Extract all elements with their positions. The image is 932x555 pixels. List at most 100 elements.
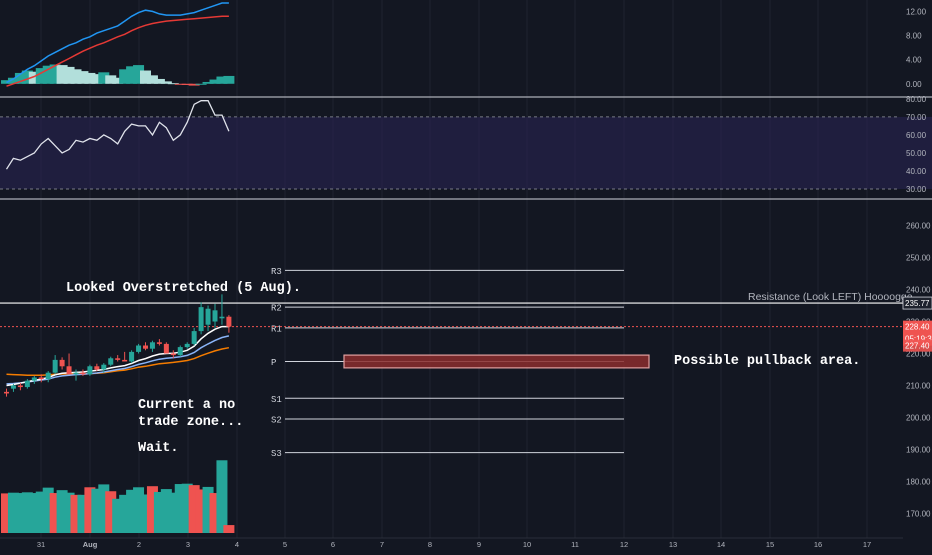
candle-body xyxy=(136,345,142,352)
macd-histogram-bar xyxy=(153,78,165,84)
price-axis-tick: 170.00 xyxy=(906,509,931,518)
annotation-no-trade-line-2[interactable]: trade zone... xyxy=(138,415,243,430)
candle-body xyxy=(59,359,65,367)
ema-mid-line xyxy=(6,335,230,385)
candle-body xyxy=(163,343,169,354)
annotation-no-trade-line-1[interactable]: Current a no xyxy=(138,398,235,413)
annotation-wait[interactable]: Wait. xyxy=(138,441,179,456)
volume-bar xyxy=(63,492,75,533)
macd-histogram xyxy=(1,64,235,86)
macd-histogram-bar xyxy=(56,65,68,84)
macd-histogram-bar xyxy=(216,76,228,84)
candle-body xyxy=(219,316,225,319)
candle-body xyxy=(129,351,135,362)
macd-axis-tick: 0.00 xyxy=(906,80,922,89)
pivot-label-p: P xyxy=(271,358,276,368)
time-axis-label: 16 xyxy=(814,540,822,549)
time-axis-label: 15 xyxy=(766,540,774,549)
signal-line xyxy=(6,15,229,87)
volume-bar xyxy=(181,483,193,533)
candle-body xyxy=(191,331,197,344)
time-axis-label: 13 xyxy=(669,540,677,549)
annotation-pullback[interactable]: Possible pullback area. xyxy=(674,354,860,369)
macd-histogram-bar xyxy=(70,69,82,84)
macd-histogram-bar xyxy=(223,75,235,84)
volume-bar xyxy=(1,493,12,533)
macd-histogram-bar xyxy=(77,71,89,84)
candle-body xyxy=(52,359,58,373)
candle-body xyxy=(170,353,176,356)
ema-slow-line xyxy=(6,346,230,376)
candle-body xyxy=(184,343,190,348)
macd-histogram-bar xyxy=(188,83,200,86)
volume-bar xyxy=(216,460,228,533)
volume-bar xyxy=(49,493,61,533)
macd-histogram-bar xyxy=(202,81,214,84)
time-axis-label: 12 xyxy=(620,540,628,549)
time-axis[interactable]: 31 Aug 2 3 4 5 6 7 8 9 10 11 12 13 14 15 16 17 xyxy=(0,537,903,549)
volume-bar xyxy=(202,486,214,533)
macd-histogram-bar xyxy=(133,65,145,84)
volume-bar xyxy=(112,498,124,533)
macd-histogram-bar xyxy=(63,66,75,84)
rsi-axis-tick: 40.00 xyxy=(906,167,927,176)
macd-panel[interactable] xyxy=(1,2,235,87)
rsi-panel[interactable] xyxy=(0,100,932,190)
candle-body xyxy=(80,372,86,375)
candle-body xyxy=(156,342,162,344)
candle-body xyxy=(94,366,100,370)
volume-bar xyxy=(146,486,158,533)
macd-histogram-bar xyxy=(49,64,61,84)
macd-histogram-bar xyxy=(21,70,33,84)
macd-histogram-bar xyxy=(126,66,138,84)
price-axis-tick: 250.00 xyxy=(906,254,931,263)
rsi-axis-tick: 30.00 xyxy=(906,185,927,194)
macd-axis-tick: 4.00 xyxy=(906,56,922,65)
time-axis-label: 10 xyxy=(523,540,531,549)
volume-bar xyxy=(42,487,54,533)
annotation-resistance[interactable]: Resistance (Look LEFT) Hoooogge. xyxy=(748,291,916,303)
time-axis-label: Aug xyxy=(83,540,98,549)
grid xyxy=(40,0,868,538)
macd-histogram-bar xyxy=(167,83,179,85)
price-axis[interactable]: 12.00 8.00 4.00 0.00 80.00 70.00 60.00 50.00 40.… xyxy=(902,7,932,518)
price-axis-tick: 260.00 xyxy=(906,222,931,231)
volume-bar xyxy=(223,525,235,533)
candle-body xyxy=(10,385,16,389)
candle-body xyxy=(205,308,211,325)
volume-bar xyxy=(140,494,151,533)
pivot-label-r3: R3 xyxy=(271,267,282,277)
candle-body xyxy=(226,316,232,327)
rsi-axis-tick: 50.00 xyxy=(906,149,927,158)
pullback-zone[interactable] xyxy=(343,354,650,369)
pivot-label-r1: R1 xyxy=(271,324,282,334)
candle-body xyxy=(38,377,44,380)
time-axis-label: 9 xyxy=(477,540,481,549)
pivot-label-s3: S3 xyxy=(271,449,282,459)
time-axis-label: 2 xyxy=(137,540,141,549)
rsi-line xyxy=(5,100,230,170)
volume-bar xyxy=(14,493,26,533)
resistance-value-label: 235.77 xyxy=(905,299,930,308)
countdown-label: 05:19:36 xyxy=(905,335,932,344)
volume-bar xyxy=(56,490,68,533)
time-axis-label: 14 xyxy=(717,540,725,549)
volume-bar xyxy=(91,488,103,533)
candle-body xyxy=(115,358,121,360)
pivot-label-s1: S1 xyxy=(271,395,282,405)
price-axis-tick: 180.00 xyxy=(906,477,931,486)
annotation-overstretched[interactable]: Looked Overstretched (5 Aug). xyxy=(66,281,301,296)
volume-bar xyxy=(167,492,179,533)
macd-histogram-bar xyxy=(181,83,193,85)
candle-body xyxy=(212,310,218,322)
macd-histogram-bar xyxy=(174,83,186,85)
resistance-value-box xyxy=(902,296,932,310)
macd-histogram-bar xyxy=(84,72,96,84)
candle-body xyxy=(198,307,204,332)
macd-histogram-bar xyxy=(140,70,151,84)
volume-bar xyxy=(70,494,82,533)
time-axis-label: 8 xyxy=(428,540,432,549)
price-panel[interactable]: R3 R2 R1 P S1 S2 S3 xyxy=(0,267,903,533)
